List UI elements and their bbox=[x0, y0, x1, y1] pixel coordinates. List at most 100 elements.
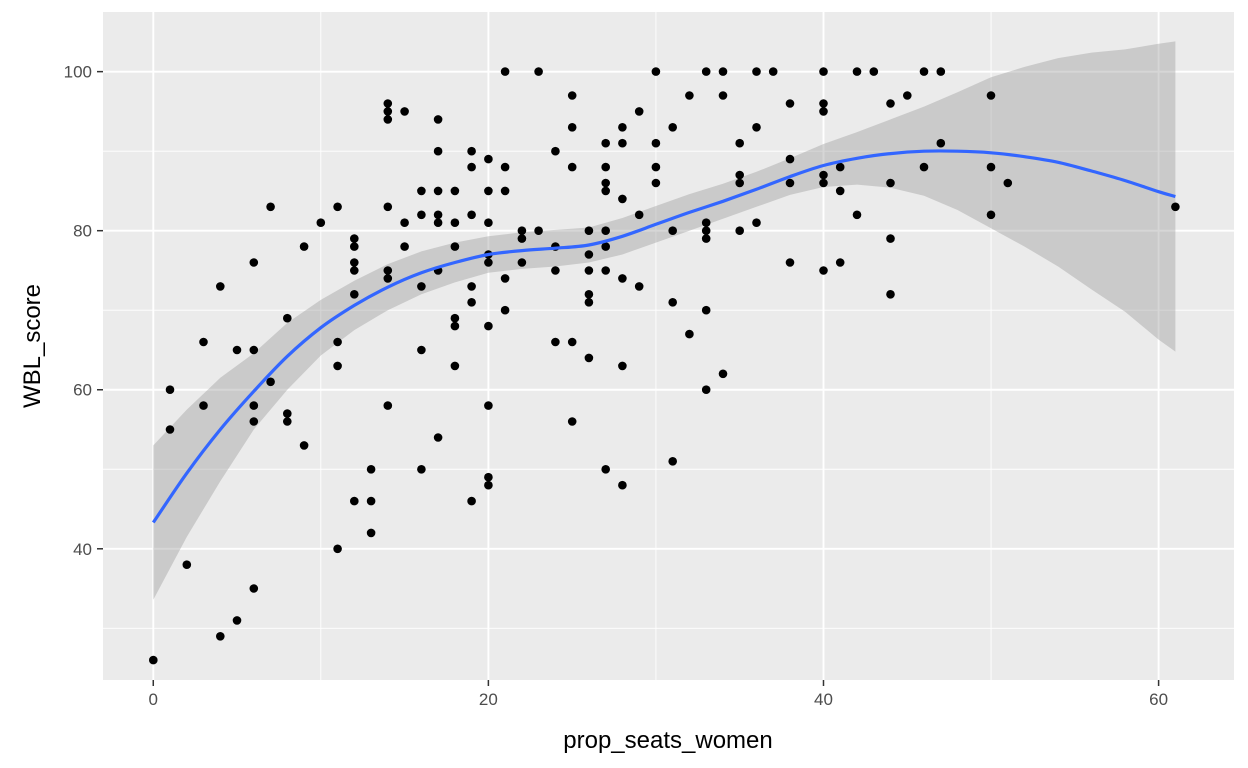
data-point bbox=[417, 282, 426, 291]
x-tick-label: 0 bbox=[149, 690, 158, 709]
data-point bbox=[467, 496, 476, 506]
x-tick-label: 20 bbox=[479, 690, 498, 709]
data-point bbox=[584, 266, 594, 275]
data-point bbox=[886, 290, 895, 299]
data-point bbox=[500, 274, 510, 283]
data-point bbox=[785, 99, 795, 108]
data-point bbox=[500, 162, 510, 172]
data-point bbox=[567, 123, 577, 132]
data-point bbox=[584, 250, 594, 259]
data-point bbox=[517, 226, 527, 235]
data-point bbox=[835, 162, 845, 172]
data-point bbox=[417, 186, 426, 196]
data-point bbox=[249, 584, 259, 593]
data-point bbox=[601, 465, 610, 474]
data-point bbox=[467, 298, 476, 307]
panel-background bbox=[103, 12, 1234, 680]
data-point bbox=[450, 313, 460, 323]
data-point bbox=[299, 242, 309, 251]
data-point bbox=[601, 242, 610, 251]
data-point bbox=[886, 234, 895, 243]
data-point bbox=[484, 472, 493, 482]
data-point bbox=[450, 242, 460, 251]
data-point bbox=[651, 138, 661, 148]
x-tick-label: 40 bbox=[814, 690, 833, 709]
data-point bbox=[634, 210, 644, 220]
data-point bbox=[467, 282, 476, 291]
data-point bbox=[383, 401, 393, 410]
data-point bbox=[350, 242, 359, 251]
data-point bbox=[484, 321, 493, 331]
data-point bbox=[517, 258, 527, 267]
data-point bbox=[651, 67, 661, 76]
data-point bbox=[232, 616, 242, 625]
data-point bbox=[701, 218, 711, 227]
data-point bbox=[752, 123, 761, 132]
data-point bbox=[350, 266, 359, 275]
data-points bbox=[149, 67, 1180, 665]
data-point bbox=[165, 385, 175, 395]
data-point bbox=[618, 138, 627, 148]
data-point bbox=[634, 282, 644, 291]
confidence-band bbox=[153, 41, 1176, 600]
data-point bbox=[752, 67, 761, 76]
data-point bbox=[701, 226, 711, 235]
data-point bbox=[601, 138, 610, 148]
data-point bbox=[819, 107, 828, 116]
data-point bbox=[400, 107, 409, 116]
data-point bbox=[266, 202, 275, 212]
data-point bbox=[835, 186, 845, 196]
data-point bbox=[634, 107, 644, 116]
data-point bbox=[567, 337, 577, 347]
data-point bbox=[500, 186, 510, 196]
data-point bbox=[819, 99, 828, 108]
data-point bbox=[350, 290, 359, 299]
data-point bbox=[467, 146, 476, 156]
data-point bbox=[249, 401, 259, 410]
data-point bbox=[534, 67, 543, 76]
data-point bbox=[383, 274, 393, 283]
data-point bbox=[249, 417, 259, 426]
data-point bbox=[417, 345, 426, 355]
data-point bbox=[216, 282, 225, 291]
data-point bbox=[383, 266, 393, 275]
data-point bbox=[735, 170, 744, 180]
data-point bbox=[785, 258, 795, 267]
data-point bbox=[701, 385, 711, 395]
data-point bbox=[333, 544, 342, 554]
data-point bbox=[551, 146, 560, 156]
data-point bbox=[333, 337, 342, 347]
y-axis-title: WBL_score bbox=[19, 284, 46, 408]
data-point bbox=[986, 162, 996, 172]
data-point bbox=[433, 115, 443, 124]
data-point bbox=[500, 67, 510, 76]
data-point bbox=[869, 67, 879, 76]
data-point bbox=[1003, 178, 1013, 188]
data-point bbox=[450, 321, 460, 331]
data-point bbox=[584, 290, 594, 299]
data-point bbox=[919, 67, 929, 76]
data-point bbox=[266, 377, 275, 387]
data-point bbox=[601, 178, 610, 188]
data-point bbox=[450, 186, 460, 196]
data-point bbox=[400, 242, 409, 251]
data-point bbox=[199, 401, 208, 410]
data-point bbox=[467, 162, 476, 172]
data-point bbox=[333, 361, 342, 371]
data-point bbox=[182, 560, 192, 569]
data-point bbox=[584, 353, 594, 363]
data-point bbox=[785, 178, 795, 188]
data-point bbox=[417, 210, 426, 220]
smooth-line bbox=[151, 149, 1176, 524]
data-point bbox=[517, 234, 527, 243]
data-point bbox=[919, 162, 929, 172]
data-point bbox=[735, 178, 744, 188]
data-point bbox=[986, 91, 996, 100]
data-point bbox=[618, 123, 627, 132]
data-point bbox=[601, 266, 610, 275]
data-point bbox=[567, 162, 577, 172]
data-point bbox=[484, 186, 493, 196]
data-point bbox=[567, 417, 577, 426]
data-point bbox=[668, 298, 677, 307]
data-point bbox=[819, 67, 828, 76]
